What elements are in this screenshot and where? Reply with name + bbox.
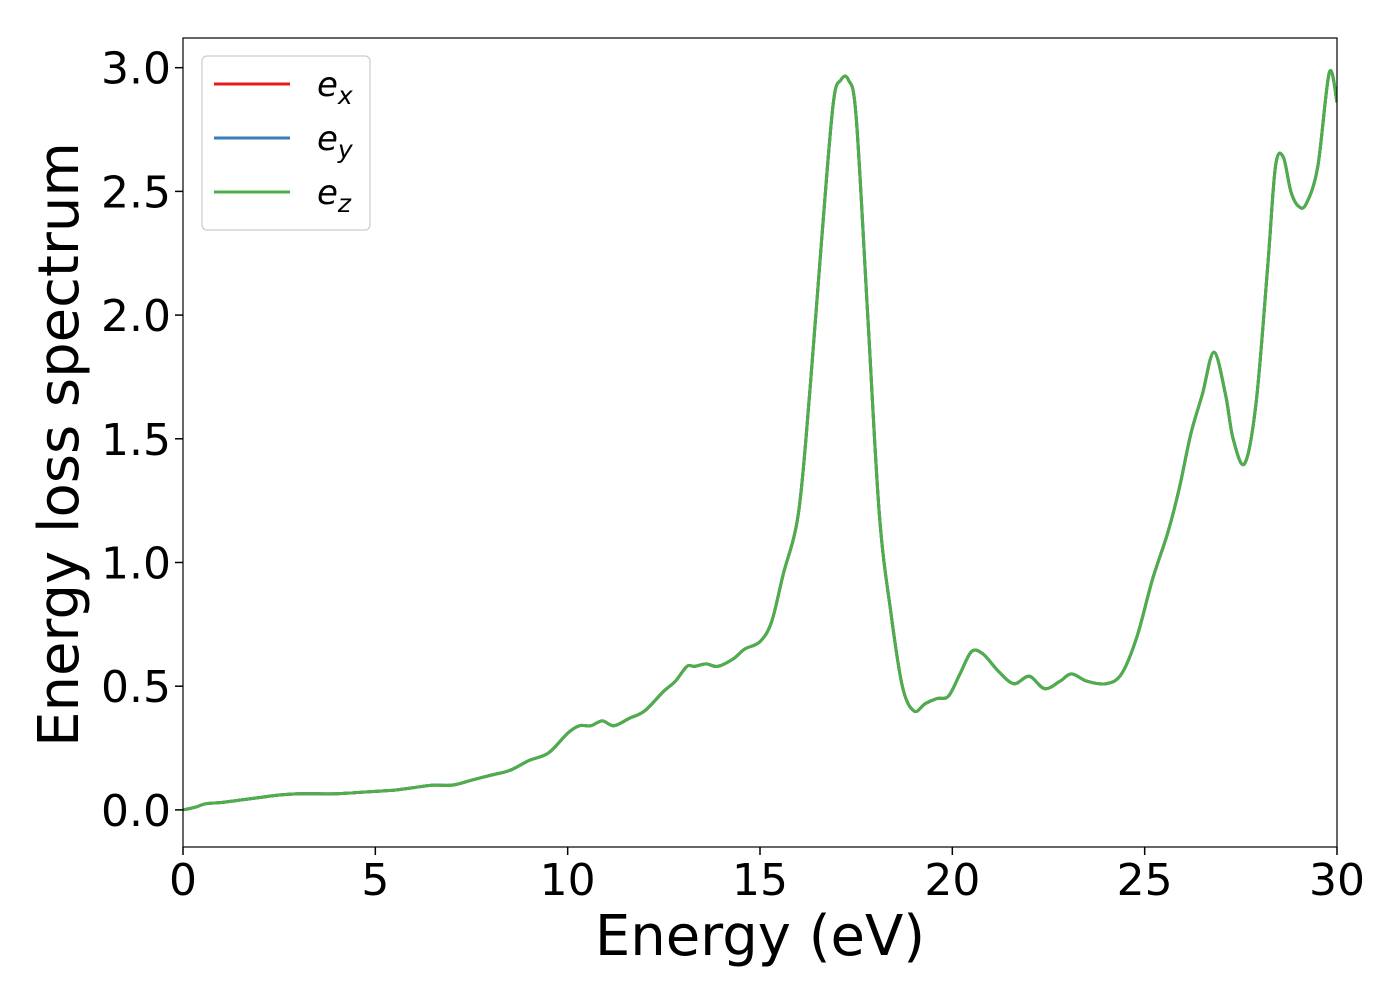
series-line-ez [183,69,1337,812]
y-tick-label: 0.0 [101,786,171,837]
y-tick-label: 0.5 [101,662,171,713]
y-tick-label: 1.0 [101,538,171,589]
y-tick-label: 1.5 [101,415,171,466]
y-axis-title: Energy loss spectrum [27,142,92,747]
x-tick-label: 15 [732,855,788,906]
x-tick-label: 25 [1117,855,1173,906]
x-tick-label: 20 [924,855,980,906]
ticks-layer: 0 5 10 15 20 25 30 0.0 0.5 1.0 1.5 2.0 2.5 3.0 [101,44,1365,906]
x-tick-label: 5 [361,855,389,906]
legend-box [201,55,371,231]
y-tick-label: 3.0 [101,44,171,95]
y-tick-label: 2.0 [101,291,171,342]
y-tick-label: 2.5 [101,167,171,218]
series-layer [183,69,1337,812]
legend-entry-ex: ex [214,65,353,110]
x-tick-label: 10 [540,855,596,906]
x-tick-label: 0 [169,855,197,906]
x-axis-title: Energy (eV) [595,904,925,969]
x-tick-label: 30 [1309,855,1365,906]
